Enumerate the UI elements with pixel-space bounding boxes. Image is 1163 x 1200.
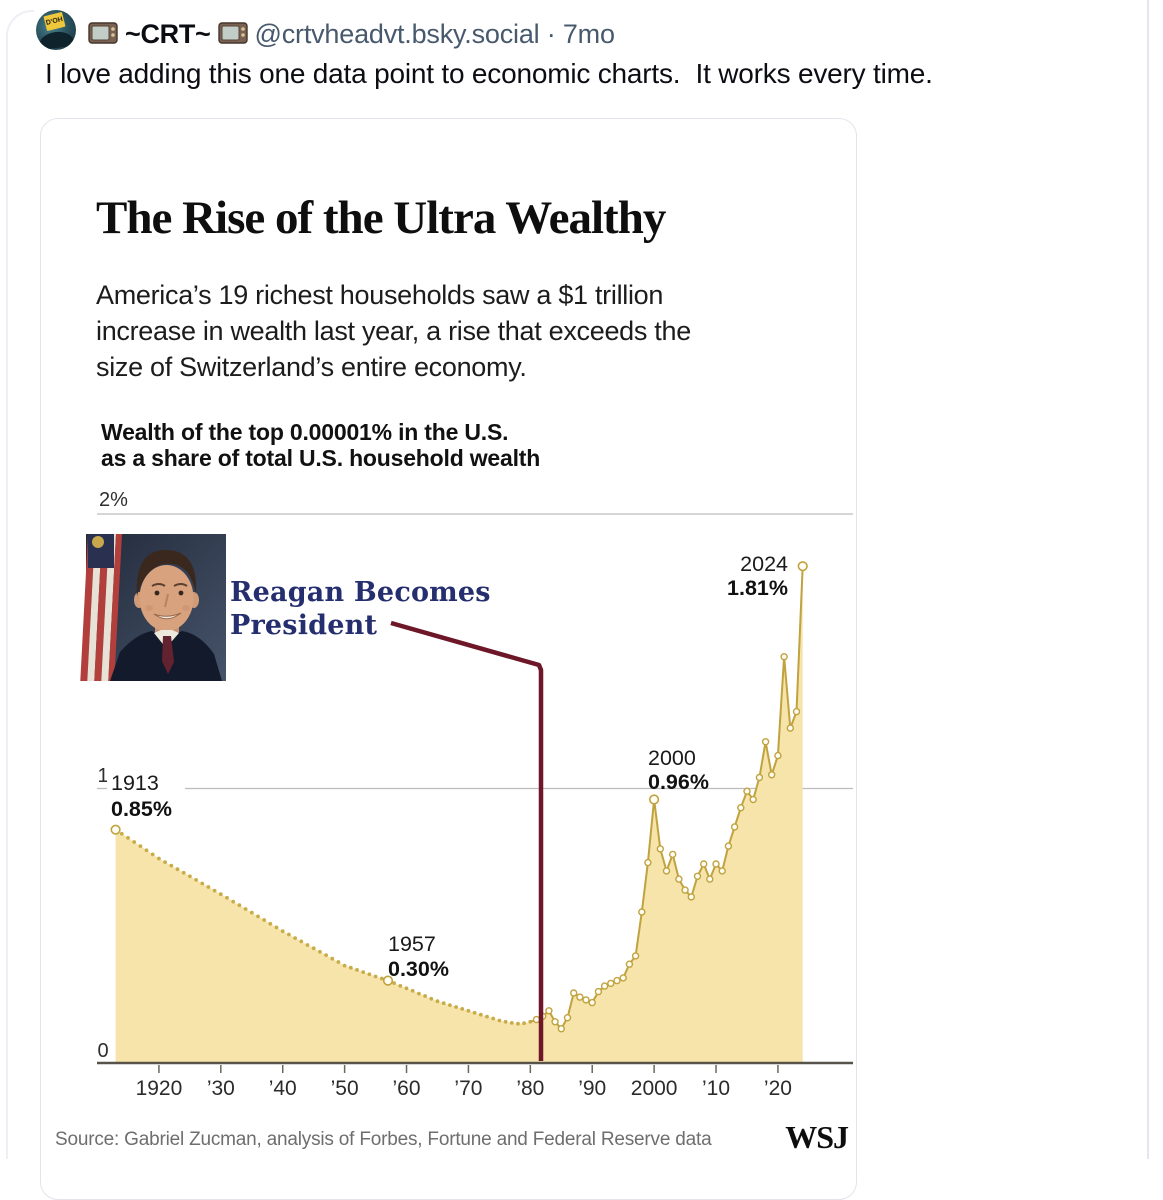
feed-column-right-divider [1147, 0, 1149, 1159]
wsj-logo: WSJ [785, 1119, 849, 1155]
reagan-annotation-text-line1: Reagan Becomes [230, 577, 491, 608]
svg-text:2000: 2000 [631, 1077, 678, 1100]
display-name[interactable]: ~CRT~ [125, 18, 211, 49]
chart-subtitle: America’s 19 richest households saw a $1… [96, 280, 691, 382]
svg-text:1957: 1957 [388, 932, 436, 956]
avatar-note: D'OH [43, 11, 66, 32]
svg-text:0.30%: 0.30% [388, 957, 449, 981]
chart-heading: Wealth of the top 0.00001% in the U.S. a… [101, 419, 540, 471]
svg-text:’50: ’50 [331, 1077, 359, 1100]
feed-column-left-divider [6, 34, 8, 1159]
flag [80, 534, 122, 681]
tv-emoji-icon [88, 19, 118, 50]
svg-text:’30: ’30 [207, 1077, 235, 1100]
svg-text:’70: ’70 [454, 1077, 482, 1100]
svg-text:2024: 2024 [740, 552, 788, 576]
post-header: ~CRT~ @crtvheadvt.bsky.social · 7mo [88, 16, 615, 52]
handle-and-timestamp[interactable]: @crtvheadvt.bsky.social · 7mo [254, 18, 615, 49]
svg-text:’90: ’90 [578, 1077, 606, 1100]
svg-text:1: 1 [97, 765, 108, 787]
chart-title: The Rise of the Ultra Wealthy [96, 192, 666, 244]
svg-text:’60: ’60 [393, 1077, 421, 1100]
chart-heading-line1: Wealth of the top 0.00001% in the U.S. [101, 419, 509, 445]
reagan-annotation-line [390, 620, 544, 1061]
svg-text:’20: ’20 [764, 1077, 792, 1100]
svg-text:1.81%: 1.81% [727, 576, 788, 600]
svg-text:’40: ’40 [269, 1077, 297, 1100]
svg-text:0: 0 [97, 1040, 108, 1062]
avatar-art [37, 29, 75, 50]
x-axis: 1920 ’30 ’40 ’50 ’60 ’70 ’80 ’90 2000 ’10 ’20 [97, 1061, 853, 1100]
svg-text:1920: 1920 [136, 1077, 183, 1100]
embedded-image-card[interactable]: The Rise of the Ultra Wealthy America’s … [40, 118, 857, 1200]
area-series [115, 566, 803, 1063]
svg-text:0.85%: 0.85% [111, 797, 172, 821]
svg-text:1913: 1913 [111, 771, 159, 795]
svg-text:’80: ’80 [516, 1077, 544, 1100]
post-text: I love adding this one data point to eco… [45, 58, 933, 89]
feed-column-corner [6, 10, 34, 38]
svg-text:0.96%: 0.96% [648, 770, 709, 794]
avatar[interactable]: D'OH [36, 10, 76, 50]
chart-source: Source: Gabriel Zucman, analysis of Forb… [55, 1129, 712, 1150]
tv-emoji-icon [217, 19, 248, 50]
reagan-photo [80, 534, 226, 681]
svg-text:2000: 2000 [648, 746, 696, 770]
svg-text:2%: 2% [99, 489, 128, 511]
chart-gridlines [97, 513, 853, 790]
wealth-chart: 1920’30’40’50’60’70’80’90 2000’10’20 2%10… [80, 489, 853, 1100]
chart-heading-line2: as a share of total U.S. household wealt… [101, 445, 541, 471]
svg-text:’10: ’10 [702, 1077, 730, 1100]
reagan-annotation-text-line2: President [230, 610, 377, 641]
